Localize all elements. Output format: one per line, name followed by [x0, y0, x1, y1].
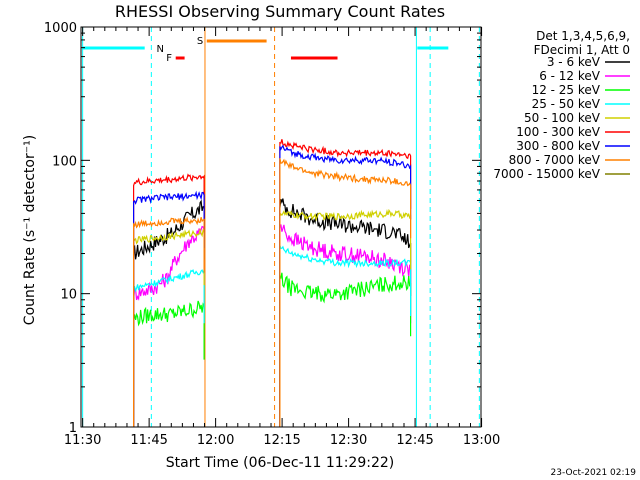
legend-entry: 12 - 25 keV [532, 83, 601, 97]
x-tick-label: 11:30 [64, 433, 101, 448]
x-axis-label: Start Time (06-Dec-11 11:29:22) [166, 455, 394, 471]
flag-label: N [156, 44, 163, 55]
legend-header: Det 1,3,4,5,6,9, [536, 29, 630, 43]
legend: Det 1,3,4,5,6,9,FDecimi 1, Att 03 - 6 ke… [493, 29, 630, 181]
series-line [279, 198, 412, 427]
x-tick-label: 12:30 [330, 433, 367, 448]
y-axis: 1 10 100 1000 [44, 21, 481, 436]
series-line [279, 272, 412, 427]
series-line [279, 224, 412, 427]
series-line [279, 245, 412, 427]
y-tick-label: 10 [60, 288, 77, 303]
chart-title: RHESSI Observing Summary Count Rates [115, 2, 445, 21]
y-axis-label: Count Rate (s⁻¹ detector⁻¹) [22, 135, 38, 325]
x-tick-label: 12:15 [263, 433, 300, 448]
legend-entry: 300 - 800 keV [516, 139, 600, 153]
legend-entry: 3 - 6 keV [547, 55, 601, 69]
flags-layer: NF S [82, 36, 449, 64]
x-tick-label: 12:45 [396, 433, 433, 448]
legend-header: FDecimi 1, Att 0 [534, 43, 630, 57]
series-line [133, 173, 205, 427]
vlines-layer [82, 27, 480, 427]
series-line [133, 190, 205, 427]
legend-entry: 50 - 100 keV [524, 111, 601, 125]
x-tick-label: 13:00 [463, 433, 500, 448]
y-tick-label: 1000 [44, 21, 77, 36]
y-tick-label: 1 [69, 421, 77, 436]
series-line [133, 300, 205, 427]
legend-entry: 25 - 50 keV [532, 97, 601, 111]
series-line [133, 269, 205, 427]
y-tick-label: 100 [52, 154, 77, 169]
series-layer [133, 139, 412, 427]
plot-frame [80, 26, 482, 428]
x-tick-label: 12:00 [197, 433, 234, 448]
series-line [279, 144, 412, 427]
series-line [279, 139, 412, 427]
legend-entry: 800 - 7000 keV [509, 153, 601, 167]
series-line [133, 216, 205, 427]
legend-entry: 7000 - 15000 keV [493, 167, 600, 181]
series-line [279, 208, 412, 427]
flag-label: F [166, 53, 172, 64]
footer-timestamp: 23-Oct-2021 02:19 [551, 468, 637, 478]
series-line [133, 227, 205, 427]
legend-entry: 6 - 12 keV [539, 69, 601, 83]
legend-entry: 100 - 300 keV [516, 125, 600, 139]
x-tick-label: 11:45 [130, 433, 167, 448]
flag-label: S [197, 36, 203, 47]
x-axis: 11:30 11:45 12:00 12:15 12:30 12:45 13:00 [64, 27, 500, 448]
series-line [279, 158, 412, 427]
series-line [133, 225, 205, 427]
